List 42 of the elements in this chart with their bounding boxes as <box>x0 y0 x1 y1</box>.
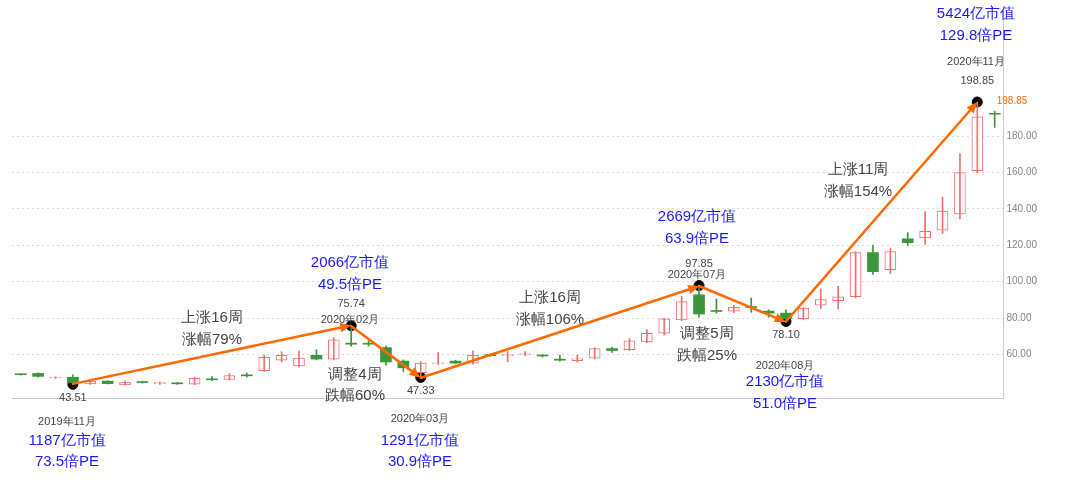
y-tick-label: 60.00 <box>1006 348 1032 360</box>
y-tick-label: 140.00 <box>1006 202 1038 214</box>
text: 1291亿市值 <box>380 431 460 449</box>
data-label: 43.51 <box>59 390 87 403</box>
annotation: 129.8倍PE <box>939 26 1013 44</box>
annotation: 上涨11周 <box>827 160 889 178</box>
annotation: 198.85 <box>996 94 1028 106</box>
y-tick-label: 120.00 <box>1006 239 1038 251</box>
annotation: 涨幅154% <box>823 182 893 200</box>
annotation: 2020年07月 <box>667 268 727 281</box>
annotation: 5424亿市值 <box>936 4 1016 22</box>
y-tick-label: 80.00 <box>1006 311 1032 323</box>
text: 30.9倍PE <box>387 452 453 470</box>
annotation: 2020年08月 <box>755 359 815 372</box>
annotation: 2020年02月 <box>320 313 380 326</box>
annotation: 涨幅106% <box>515 310 585 328</box>
annotation: 63.9倍PE <box>664 229 730 247</box>
data-label: 78.10 <box>772 328 800 340</box>
text: 1187亿市值 <box>28 431 106 449</box>
text: 2020年03月 <box>390 412 450 425</box>
annotation: 调整4周 <box>328 365 382 383</box>
annotation: 2669亿市值 <box>657 207 737 225</box>
annotation: 2066亿市值 <box>310 253 390 271</box>
annotation: 2130亿市值 <box>745 372 825 390</box>
y-tick-label: 100.00 <box>1006 275 1038 287</box>
text: 73.5倍PE <box>34 452 100 470</box>
data-label: 198.85 <box>960 73 995 86</box>
data-label: 97.85 <box>685 257 713 270</box>
annotation: 跌幅25% <box>676 346 738 364</box>
annotation: 涨幅79% <box>181 330 243 348</box>
text: 2019年11月 <box>38 415 96 428</box>
data-label: 47.33 <box>406 383 435 396</box>
annotation: 上涨16周 <box>519 288 581 306</box>
y-tick-label: 180.00 <box>1006 129 1038 141</box>
data-label: 75.74 <box>337 297 365 310</box>
annotation: 上涨16周 <box>181 308 243 326</box>
annotation: 调整5周 <box>680 324 734 342</box>
y-tick-label: 160.00 <box>1006 166 1038 178</box>
annotation: 2020年11月 <box>947 55 1005 68</box>
annotation: 51.0倍PE <box>752 394 818 412</box>
annotation: 49.5倍PE <box>317 275 383 293</box>
annotation: 跌幅60% <box>324 386 386 404</box>
